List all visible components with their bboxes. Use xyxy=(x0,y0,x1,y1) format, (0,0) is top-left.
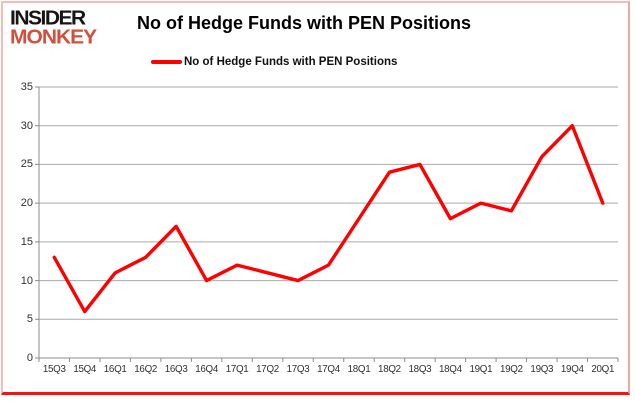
y-axis-label: 20 xyxy=(20,197,33,210)
x-axis-label: 18Q4 xyxy=(439,364,462,375)
x-axis-label: 18Q1 xyxy=(347,364,371,375)
x-axis-label: 19Q1 xyxy=(469,364,493,375)
x-axis-label: 18Q3 xyxy=(408,364,432,375)
logo-text-insider: INSIDER xyxy=(10,7,86,30)
x-axis-label: 17Q1 xyxy=(225,364,249,375)
insider-monkey-logo: INSIDER MONKEY xyxy=(10,7,97,49)
x-axis-label: 17Q3 xyxy=(286,364,310,375)
x-axis-label: 19Q3 xyxy=(530,364,554,375)
legend-line-swatch xyxy=(151,60,182,64)
legend-label: No of Hedge Funds with PEN Positions xyxy=(184,56,398,68)
x-axis-label: 15Q4 xyxy=(73,364,97,375)
series-line xyxy=(52,124,605,314)
y-axis-label: 10 xyxy=(20,274,33,287)
y-axis-label: 15 xyxy=(20,235,33,248)
x-axis-label: 20Q1 xyxy=(591,364,615,375)
chart-title: No of Hedge Funds with PEN Positions xyxy=(137,13,472,33)
x-axis-label: 19Q2 xyxy=(499,364,523,375)
y-axis-label: 0 xyxy=(26,352,33,364)
y-axis-label: 35 xyxy=(20,81,33,93)
y-axis-label: 5 xyxy=(26,313,33,326)
x-axis-label: 15Q3 xyxy=(42,364,66,375)
x-axis-label: 19Q4 xyxy=(560,364,584,375)
y-axis-label: 30 xyxy=(20,119,33,132)
x-axis-label: 16Q3 xyxy=(164,364,188,375)
x-axis-label: 16Q1 xyxy=(103,364,127,375)
x-axis-label: 18Q2 xyxy=(378,364,401,375)
y-axis-label: 25 xyxy=(20,158,33,171)
logo-text-monkey: MONKEY xyxy=(10,26,97,49)
x-axis-label: 16Q2 xyxy=(134,364,158,375)
legend: No of Hedge Funds with PEN Positions xyxy=(151,56,397,68)
x-axis-label: 16Q4 xyxy=(195,364,218,375)
x-axis-label: 17Q2 xyxy=(256,364,279,375)
x-axis-label: 17Q4 xyxy=(317,364,340,375)
